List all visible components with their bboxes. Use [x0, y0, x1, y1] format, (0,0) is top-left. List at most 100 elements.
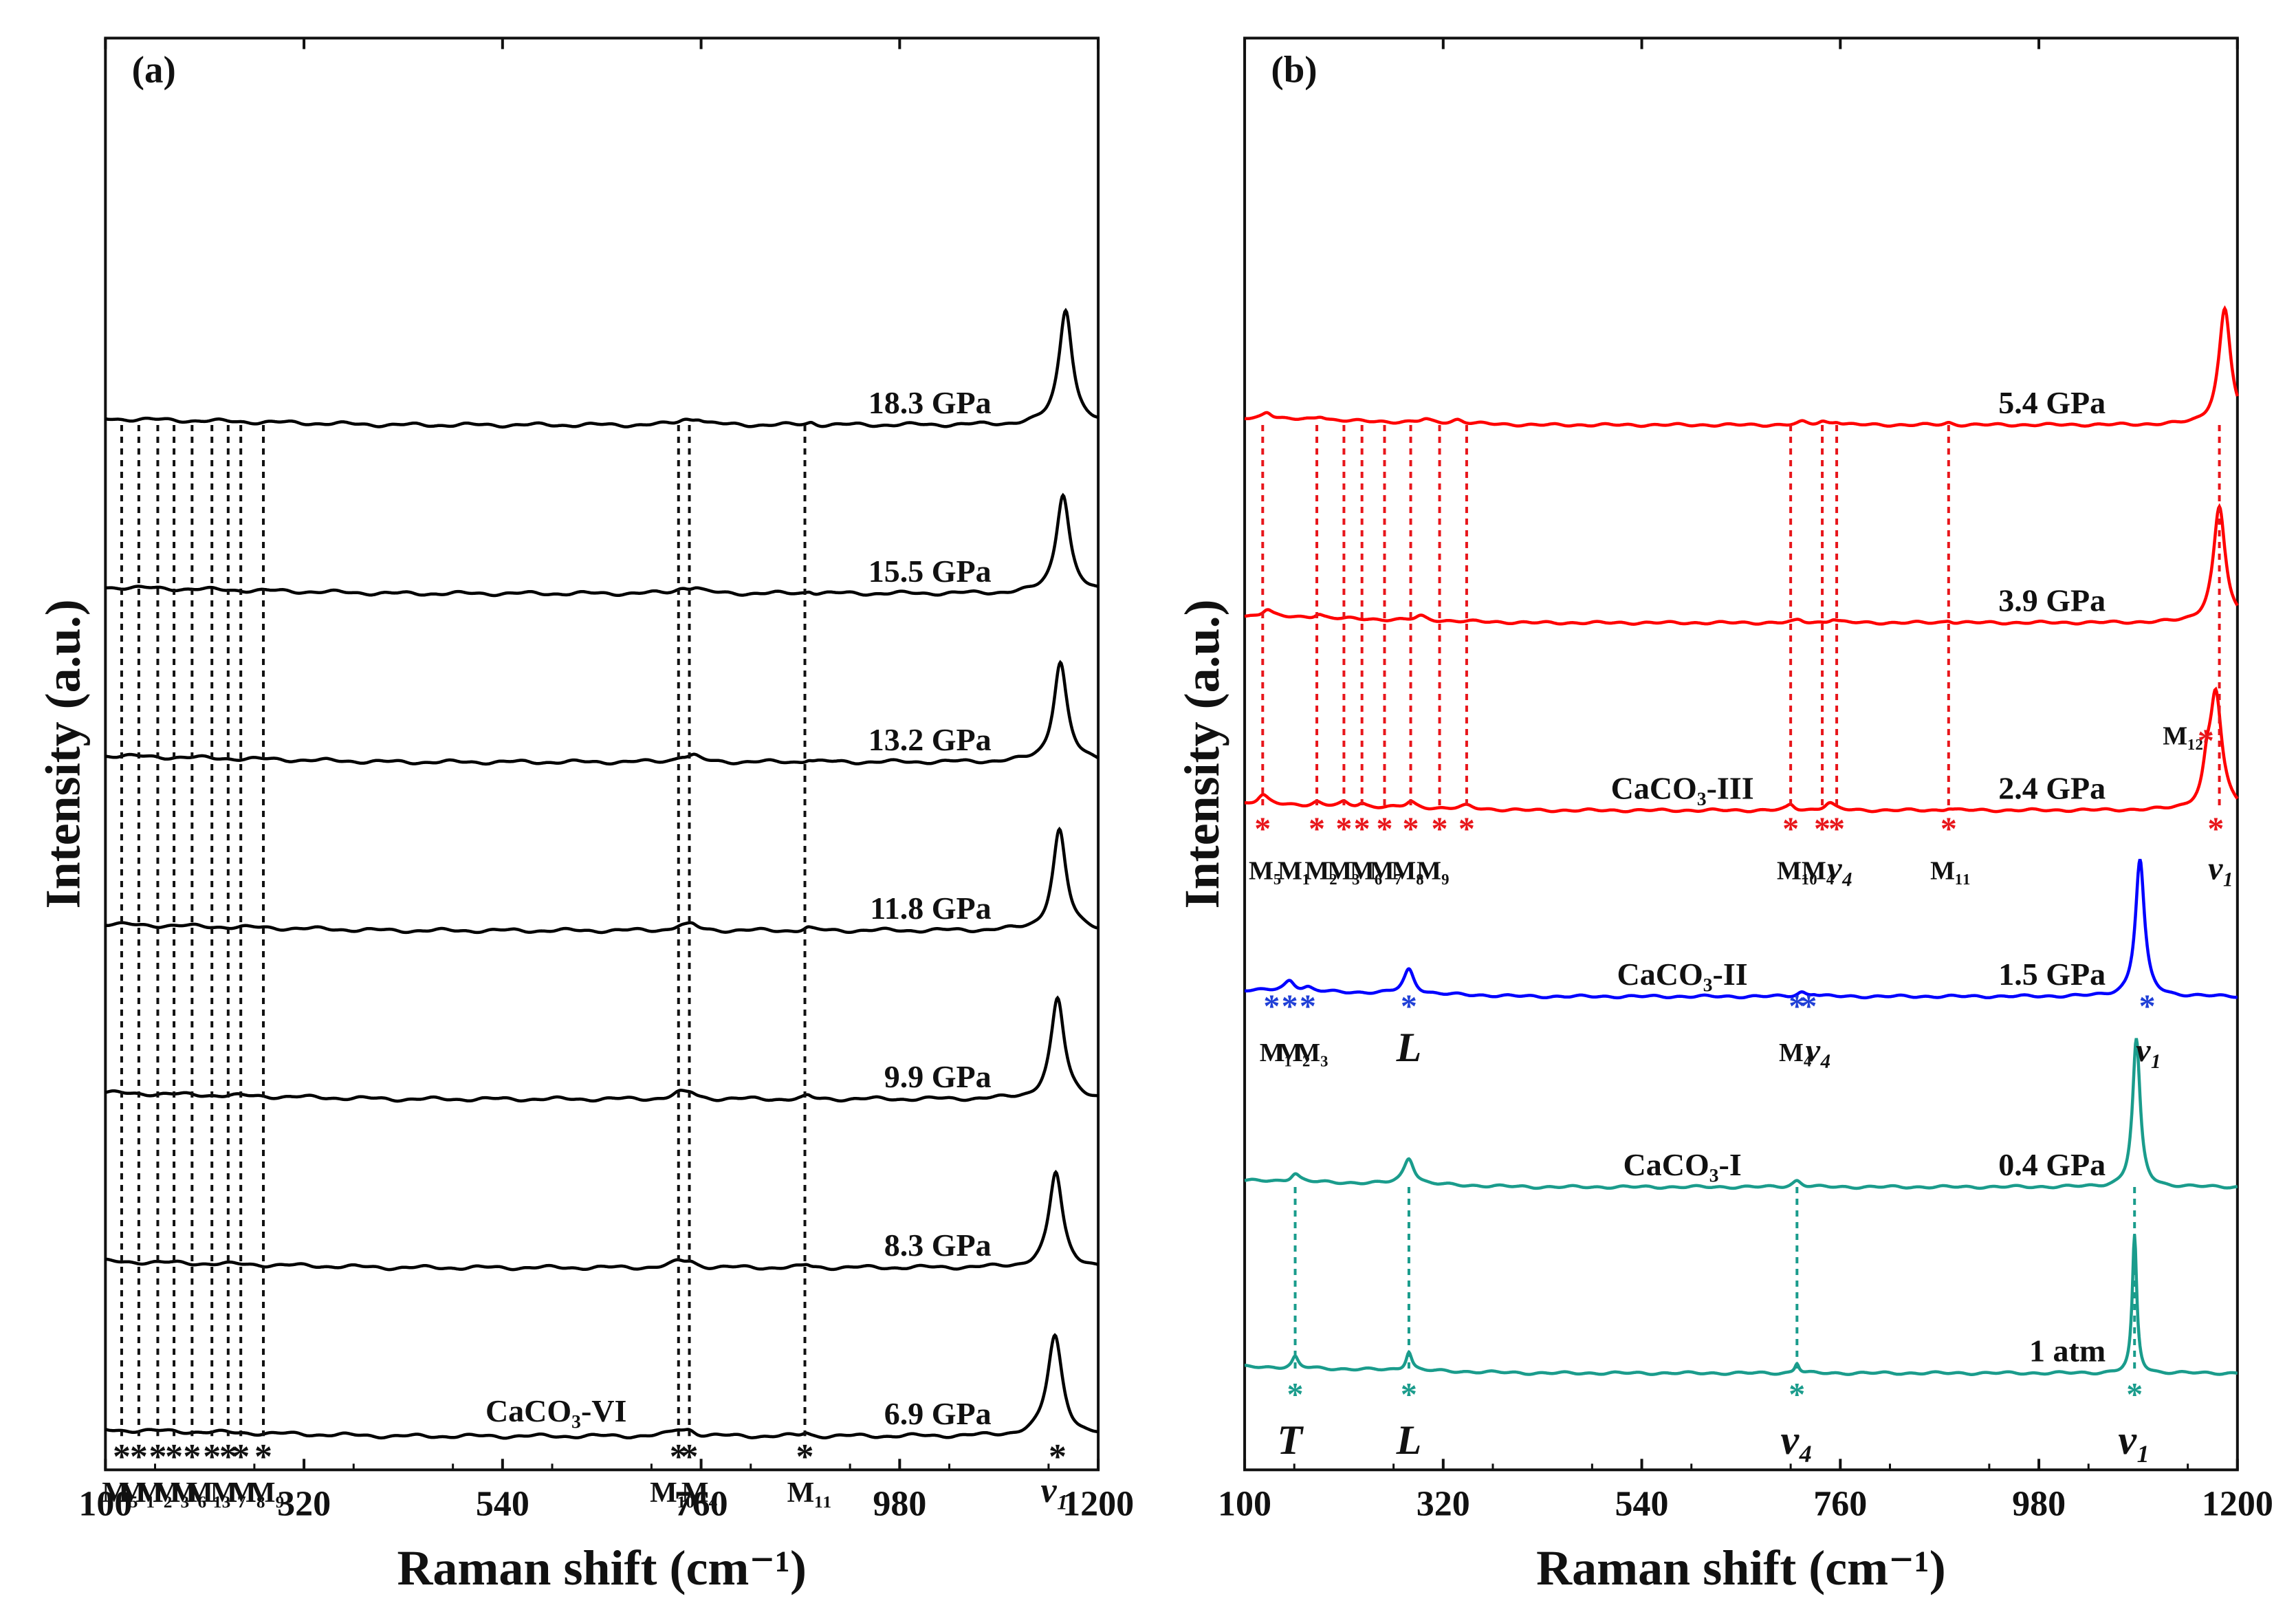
mode-label: v₁ — [1040, 1471, 1069, 1510]
peak-marker: * — [1814, 811, 1830, 847]
pressure-label: 2.4 GPa — [1998, 770, 2106, 805]
peak-marker: * — [1800, 988, 1817, 1025]
mode-label: M₉ — [1417, 857, 1449, 886]
pressure-label: 11.8 GPa — [870, 891, 991, 926]
peak-marker: * — [670, 1437, 688, 1477]
pressure-label: 3.9 GPa — [1998, 583, 2106, 618]
mode-label: M₁₁ — [787, 1477, 832, 1509]
x-tick-label: 540 — [1615, 1484, 1669, 1523]
peak-marker: * — [1432, 811, 1448, 847]
spectrum-line — [105, 492, 1099, 598]
peak-marker: * — [796, 1437, 814, 1477]
peak-marker: * — [113, 1437, 131, 1477]
peak-marker: * — [2198, 723, 2214, 759]
peak-marker: * — [2139, 988, 2156, 1025]
mode-label: M₈ — [229, 1477, 265, 1509]
mode-label: M₁ — [1278, 857, 1310, 886]
mode-label: M₇ — [1370, 857, 1402, 886]
mode-label: M₆ — [171, 1477, 206, 1509]
plot-frame — [104, 36, 1100, 1472]
peak-marker: * — [1828, 811, 1845, 847]
mode-label: M₅ — [1249, 857, 1281, 886]
peak-marker: * — [1940, 811, 1957, 847]
peak-marker: * — [232, 1437, 250, 1477]
mode-label: M₄ — [681, 1477, 718, 1509]
peak-marker: * — [1049, 1437, 1067, 1477]
spectrum-line — [1244, 305, 2239, 428]
pressure-label: 1.5 GPa — [1998, 957, 2106, 992]
mode-label: v₄ — [1827, 851, 1853, 887]
mode-label: M₂ — [136, 1477, 172, 1509]
peak-marker: * — [1300, 988, 1316, 1025]
mode-label: M₇ — [210, 1477, 246, 1509]
y-axis-label: Intensity (a.u.) — [35, 599, 90, 908]
x-tick-label: 100 — [1218, 1484, 1271, 1523]
x-tick-label: 540 — [476, 1484, 529, 1523]
mode-label: M₂ — [1304, 857, 1337, 886]
mode-label: M₆ — [1350, 857, 1382, 886]
phase-label: CaCO₃-II — [1617, 957, 1748, 992]
spectrum-line — [105, 995, 1099, 1103]
panel-label: (b) — [1271, 48, 1317, 90]
panel-label: (a) — [132, 48, 176, 90]
peak-marker: * — [1254, 811, 1271, 847]
pressure-label: 5.4 GPa — [1998, 385, 2106, 420]
mode-label: M₄ — [1802, 857, 1835, 886]
peak-marker: * — [130, 1437, 148, 1477]
peak-marker: * — [1376, 811, 1392, 847]
peak-marker: * — [2207, 811, 2224, 847]
x-axis-label: Raman shift (cm⁻¹) — [1536, 1540, 1946, 1595]
x-tick-label: 320 — [277, 1484, 331, 1523]
peak-marker: * — [219, 1437, 237, 1477]
mode-label: v₁ — [2208, 851, 2234, 887]
mode-label: M₃ — [153, 1477, 189, 1509]
spectrum-line — [105, 1333, 1099, 1440]
peak-marker: * — [1335, 811, 1352, 847]
peak-marker: * — [1458, 811, 1475, 847]
spectrum-line — [105, 826, 1099, 935]
mode-label: M₁₁ — [1930, 857, 1971, 886]
x-tick-label: 100 — [78, 1484, 132, 1523]
mode-label: v₁ — [2118, 1417, 2151, 1463]
mode-label: M₃ — [1295, 1038, 1328, 1067]
peak-marker: * — [1282, 988, 1298, 1025]
pressure-label: 0.4 GPa — [1998, 1147, 2106, 1182]
mode-label: M₁₃ — [186, 1477, 231, 1509]
phase-label: CaCO₃-VI — [485, 1393, 626, 1428]
phase-label: CaCO₃-I — [1623, 1147, 1742, 1182]
x-tick-label: 1200 — [2202, 1484, 2273, 1523]
mode-label: M₂ — [1278, 1038, 1310, 1067]
mode-label: M₈ — [1391, 857, 1423, 886]
pressure-label: 8.3 GPa — [884, 1228, 992, 1263]
mode-label: v₄ — [1806, 1032, 1832, 1069]
peak-marker: * — [1263, 988, 1280, 1025]
peak-marker: * — [1789, 1377, 1805, 1413]
peak-marker: * — [1401, 1377, 1417, 1413]
mode-label: v₄ — [1781, 1417, 1814, 1463]
peak-marker: * — [1782, 811, 1799, 847]
spectrum-line — [1244, 858, 2238, 1000]
mode-label: M₁ — [1260, 1038, 1292, 1067]
panel-b: (b) 100 320 540 760 980 1200 Raman shift (cm⁻¹)… — [1174, 36, 2273, 1595]
peak-marker: * — [203, 1437, 221, 1477]
x-tick-label: 760 — [675, 1484, 728, 1523]
mode-label: v₁ — [2136, 1032, 2162, 1069]
pressure-label: 1 atm — [2029, 1333, 2106, 1369]
mode-label: M₅ — [102, 1477, 138, 1509]
peak-marker: * — [1403, 811, 1419, 847]
mode-label: M₁ — [119, 1477, 155, 1509]
pressure-label: 9.9 GPa — [884, 1059, 992, 1094]
mode-label: M₁₀ — [650, 1477, 695, 1509]
y-axis-label: Intensity (a.u.) — [1174, 599, 1229, 908]
spectrum-line — [105, 307, 1099, 429]
mode-label: M₁₂ — [2163, 722, 2203, 751]
phase-label: CaCO₃-III — [1611, 770, 1754, 805]
peak-marker: * — [165, 1437, 183, 1477]
pressure-label: 15.5 GPa — [868, 554, 992, 589]
mode-label: L — [1396, 1025, 1422, 1070]
x-tick-label: 320 — [1417, 1484, 1470, 1523]
mode-label: T — [1277, 1417, 1304, 1463]
mode-label: M₉ — [248, 1477, 284, 1509]
plot-frame — [1243, 36, 2239, 1472]
peak-marker: * — [1287, 1377, 1304, 1413]
